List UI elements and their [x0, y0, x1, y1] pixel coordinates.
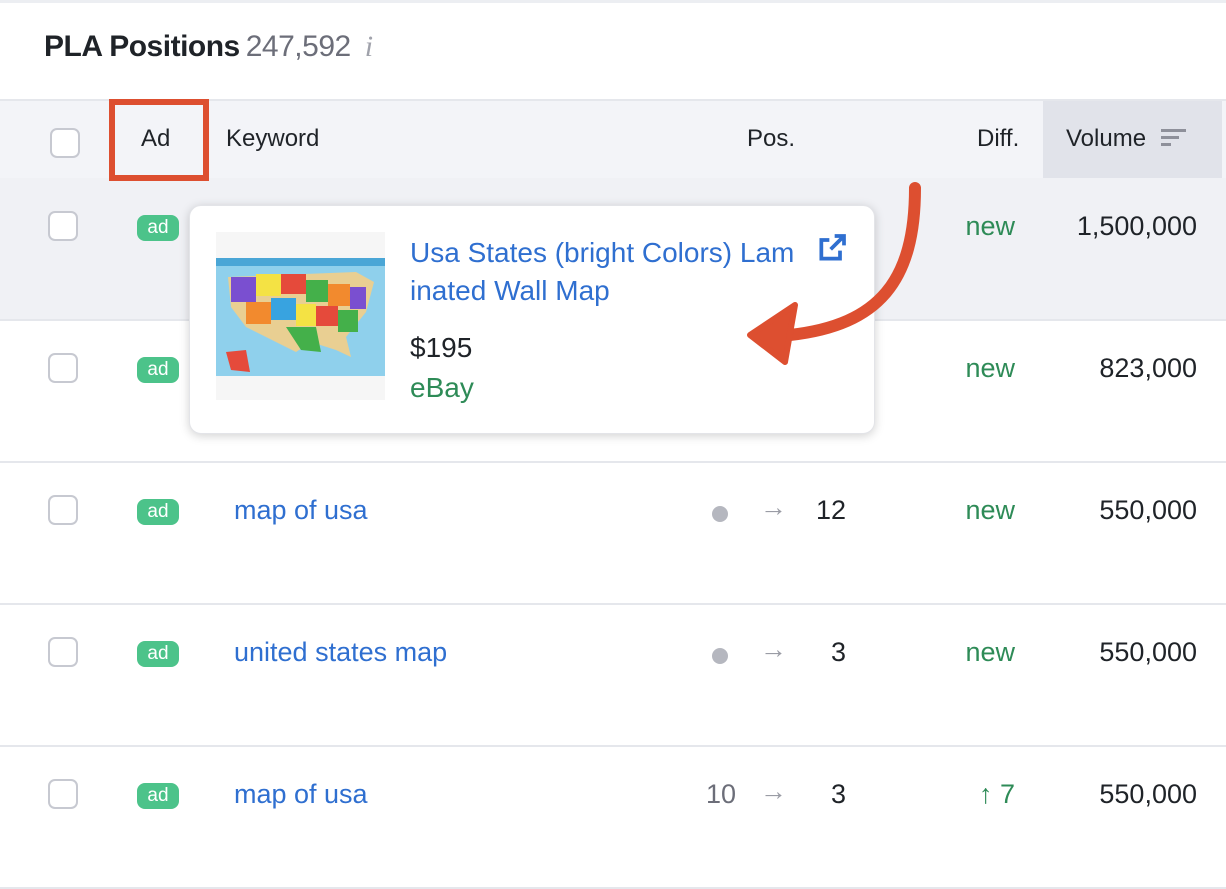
table-row[interactable]: ad map of usa 10 → 3 ↑ 7 550,000	[0, 746, 1226, 889]
top-border	[0, 0, 1226, 3]
row-checkbox[interactable]	[48, 211, 78, 241]
result-count: 247,592	[245, 30, 351, 63]
search-volume: 550,000	[1099, 495, 1197, 525]
keyword-link[interactable]: united states map	[234, 637, 448, 667]
search-volume: 550,000	[1099, 637, 1197, 667]
row-checkbox[interactable]	[48, 353, 78, 383]
column-diff[interactable]: Diff.	[977, 125, 1020, 152]
highlight-box	[109, 99, 209, 181]
search-volume: 550,000	[1099, 779, 1197, 809]
position-diff: new	[965, 211, 1015, 241]
info-icon[interactable]: i	[364, 30, 373, 63]
product-image	[216, 232, 385, 400]
position: 3	[830, 779, 846, 809]
column-ad[interactable]: Ad	[141, 125, 171, 152]
arrow-right-icon: →	[760, 634, 787, 664]
row-checkbox[interactable]	[48, 637, 78, 667]
position-diff: new	[965, 495, 1015, 525]
ad-badge[interactable]: ad	[137, 499, 179, 525]
position: 12	[815, 495, 846, 525]
position-diff: ↑ 7	[978, 779, 1015, 809]
arrow-right-icon: →	[760, 776, 787, 806]
arrow-right-icon: →	[760, 492, 787, 522]
product-store: eBay	[410, 372, 474, 403]
position-diff: new	[965, 353, 1015, 383]
row-checkbox[interactable]	[48, 495, 78, 525]
column-volume[interactable]: Volume	[1066, 125, 1187, 153]
ad-badge[interactable]: ad	[137, 783, 179, 809]
table-row[interactable]: ad new 823,000	[0, 320, 1226, 463]
keyword-link[interactable]: map of usa	[234, 495, 368, 525]
external-link-icon[interactable]	[816, 232, 848, 264]
position: 3	[830, 637, 846, 667]
annotation-arrow	[747, 182, 921, 365]
page-title: PLA Positions 247,592 i	[44, 30, 373, 64]
table-row[interactable]: ad united states map → 3 new 550,000	[0, 604, 1226, 747]
ad-badge[interactable]: ad	[137, 357, 179, 383]
row-checkbox[interactable]	[48, 779, 78, 809]
keyword-link[interactable]: map of usa	[234, 779, 368, 809]
search-volume: 823,000	[1099, 353, 1197, 383]
search-volume: 1,500,000	[1076, 211, 1197, 241]
table-row[interactable]: ad map of usa → 12 new 550,000	[0, 462, 1226, 605]
position-diff: new	[965, 637, 1015, 667]
volume-label: Volume	[1066, 125, 1147, 152]
ad-badge[interactable]: ad	[137, 215, 179, 241]
previous-position: 10	[705, 779, 736, 809]
sort-icon[interactable]	[1160, 128, 1187, 148]
column-pos[interactable]: Pos.	[747, 125, 796, 152]
column-keyword[interactable]: Keyword	[226, 125, 320, 152]
no-previous-position-dot	[712, 648, 728, 664]
product-title-link[interactable]: Usa States (bright Colors) Laminated Wal…	[410, 237, 795, 306]
no-previous-position-dot	[712, 506, 728, 522]
select-all-checkbox[interactable]	[50, 128, 80, 158]
volume-sorted-column-bg	[1043, 101, 1222, 179]
title-text: PLA Positions	[44, 30, 240, 63]
product-price: $195	[410, 332, 473, 363]
ad-badge[interactable]: ad	[137, 641, 179, 667]
product-popup: Usa States (bright Colors) Laminated Wal…	[189, 205, 875, 434]
